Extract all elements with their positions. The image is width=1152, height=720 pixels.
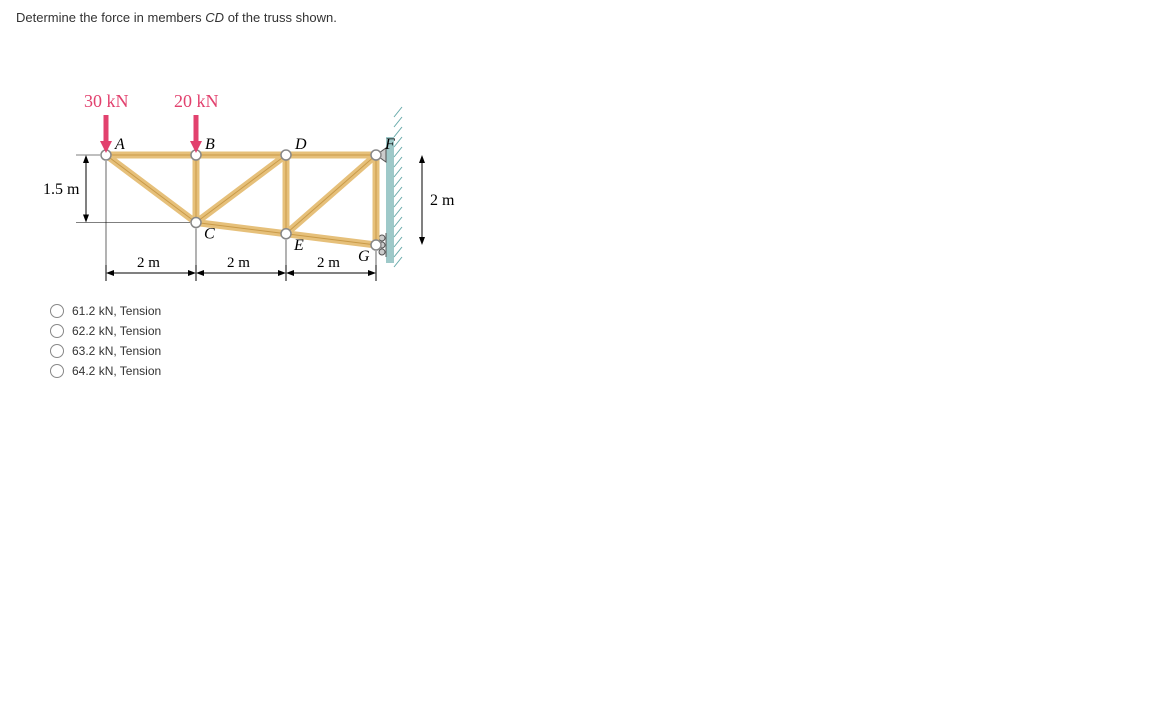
svg-text:2 m: 2 m — [317, 255, 340, 271]
option-label: 64.2 kN, Tension — [72, 364, 161, 378]
answer-option[interactable]: 61.2 kN, Tension — [50, 301, 1136, 321]
radio-icon[interactable] — [50, 304, 64, 318]
question-prefix: Determine the force in members — [16, 10, 205, 25]
option-label: 62.2 kN, Tension — [72, 324, 161, 338]
svg-text:D: D — [294, 136, 307, 153]
radio-icon[interactable] — [50, 364, 64, 378]
answer-option[interactable]: 63.2 kN, Tension — [50, 341, 1136, 361]
svg-text:2 m: 2 m — [430, 192, 455, 209]
svg-text:G: G — [358, 248, 370, 265]
question-emph: CD — [205, 10, 224, 25]
svg-text:F: F — [384, 136, 395, 153]
svg-text:C: C — [204, 226, 215, 243]
svg-text:20 kN: 20 kN — [174, 91, 219, 111]
svg-text:B: B — [205, 136, 215, 153]
svg-text:2 m: 2 m — [137, 255, 160, 271]
answer-option[interactable]: 62.2 kN, Tension — [50, 321, 1136, 341]
svg-text:2 m: 2 m — [227, 255, 250, 271]
answer-option[interactable]: 64.2 kN, Tension — [50, 361, 1136, 381]
option-label: 61.2 kN, Tension — [72, 304, 161, 318]
question-suffix: of the truss shown. — [224, 10, 337, 25]
svg-text:E: E — [293, 237, 304, 254]
answer-options: 61.2 kN, Tension 62.2 kN, Tension 63.2 kN,… — [50, 301, 1136, 381]
option-label: 63.2 kN, Tension — [72, 344, 161, 358]
radio-icon[interactable] — [50, 344, 64, 358]
svg-text:1.5 m: 1.5 m — [43, 181, 80, 198]
truss-diagram: A B D F C E G 30 kN 20 kN 1.5 m 2 m 2 m 2 m 2 m — [16, 45, 1136, 295]
svg-text:30 kN: 30 kN — [84, 91, 129, 111]
svg-text:A: A — [114, 136, 125, 153]
radio-icon[interactable] — [50, 324, 64, 338]
question-text: Determine the force in members CD of the… — [16, 10, 1136, 25]
